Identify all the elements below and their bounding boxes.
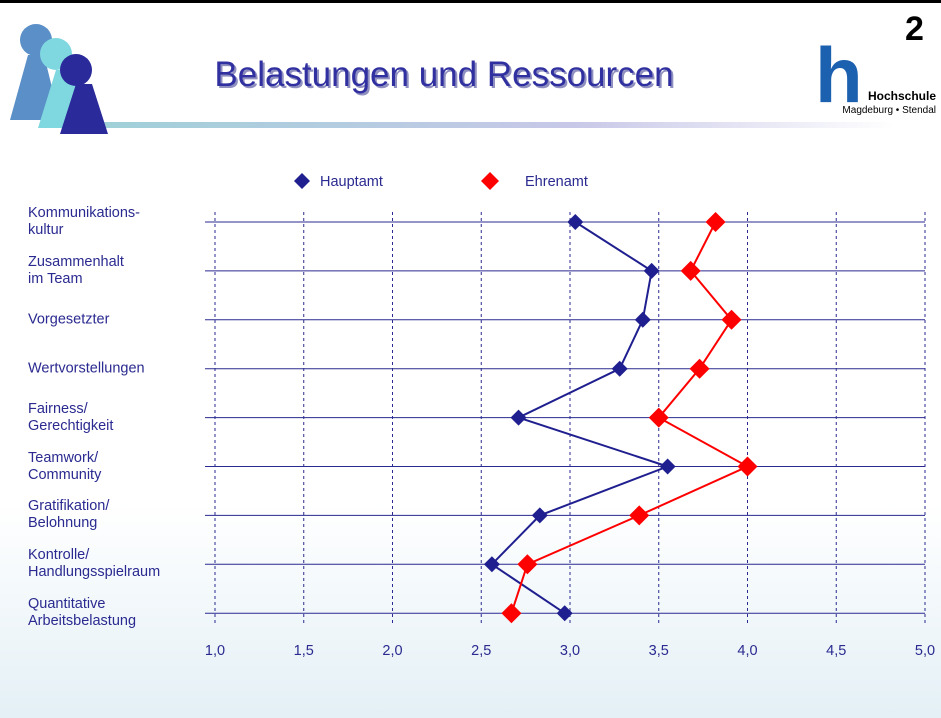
marker (634, 311, 651, 328)
marker (483, 556, 500, 573)
decoration (10, 24, 895, 134)
x-tick-label: 2,5 (471, 643, 491, 659)
marker (721, 309, 742, 330)
marker (501, 603, 522, 624)
marker (517, 554, 538, 575)
marker (659, 458, 676, 475)
marker (737, 456, 758, 477)
marker (629, 505, 650, 526)
x-tick-label: 3,0 (560, 643, 580, 659)
marker (611, 360, 628, 377)
marker (556, 605, 573, 622)
marker (567, 214, 584, 230)
x-tick-label: 3,5 (649, 643, 669, 659)
category-label: Kommunikations- kultur (28, 205, 141, 238)
marker (531, 507, 548, 524)
marker (680, 260, 701, 281)
logo-superscript: 2 (905, 10, 924, 48)
category-label: Gratifikation/ Belohnung (28, 498, 110, 532)
x-tick-label: 1,0 (205, 643, 225, 659)
category-label: Fairness/ Gerechtigkeit (28, 400, 114, 434)
legend-label: Hauptamt (320, 174, 383, 190)
category-label: Wertvorstellungen (28, 360, 145, 377)
x-tick-label: 5,0 (915, 643, 935, 659)
category-label: Kontrolle/ Handlungsspielraum (28, 547, 161, 581)
x-tick-label: 2,0 (382, 643, 402, 659)
title-shadow: Belastungen und Ressourcen (216, 57, 675, 96)
x-tick-label: 4,0 (737, 643, 757, 659)
chart-title: Belastungen und Ressourcen (214, 55, 673, 94)
category-label: Zusammenhalt im Team (28, 253, 124, 287)
marker (689, 358, 710, 379)
logo-name: Hochschule (868, 89, 936, 103)
marker (643, 262, 660, 279)
logo-letter: h (815, 31, 863, 119)
legend-label: Ehrenamt (525, 174, 588, 190)
category-label: Vorgesetzter (28, 311, 110, 328)
x-tick-label: 1,5 (294, 643, 314, 659)
x-tick-label: 4,5 (826, 643, 846, 659)
logo-place: Magdeburg • Stendal (842, 105, 936, 116)
legend-marker (481, 172, 499, 190)
top-border (0, 0, 941, 3)
marker (510, 409, 527, 426)
category-label: Quantitative Arbeitsbelastung (28, 596, 137, 630)
category-label: Teamwork/ Community (28, 449, 102, 483)
marker (705, 212, 726, 232)
legend-marker (294, 173, 310, 189)
marker (648, 407, 669, 428)
